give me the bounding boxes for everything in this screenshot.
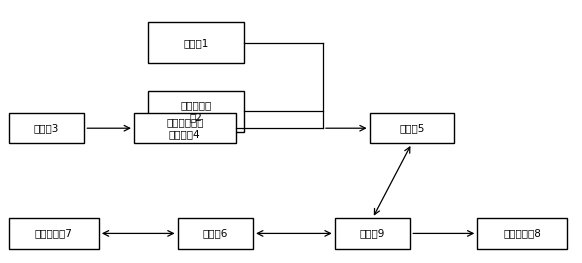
FancyBboxPatch shape [335,218,410,249]
FancyBboxPatch shape [477,218,567,249]
Text: 服务嘨9: 服务嘨9 [360,228,385,239]
FancyBboxPatch shape [134,113,236,143]
Text: 专家会诊端7: 专家会诊端7 [35,228,73,239]
Text: 采集端5: 采集端5 [399,123,424,133]
Text: 玻片盒3: 玻片盒3 [34,123,59,133]
FancyBboxPatch shape [148,91,244,132]
Text: 骨髄细胞形态
学分析关4: 骨髄细胞形态 学分析关4 [166,117,204,139]
Text: 二维码打印
机2: 二维码打印 机2 [181,100,212,122]
FancyBboxPatch shape [178,218,253,249]
FancyBboxPatch shape [9,113,84,143]
Text: 项目查看端8: 项目查看端8 [503,228,541,239]
Text: 全局盒1: 全局盒1 [184,38,209,48]
FancyBboxPatch shape [148,22,244,63]
FancyBboxPatch shape [370,113,454,143]
FancyBboxPatch shape [9,218,99,249]
Text: 审核端6: 审核端6 [203,228,228,239]
